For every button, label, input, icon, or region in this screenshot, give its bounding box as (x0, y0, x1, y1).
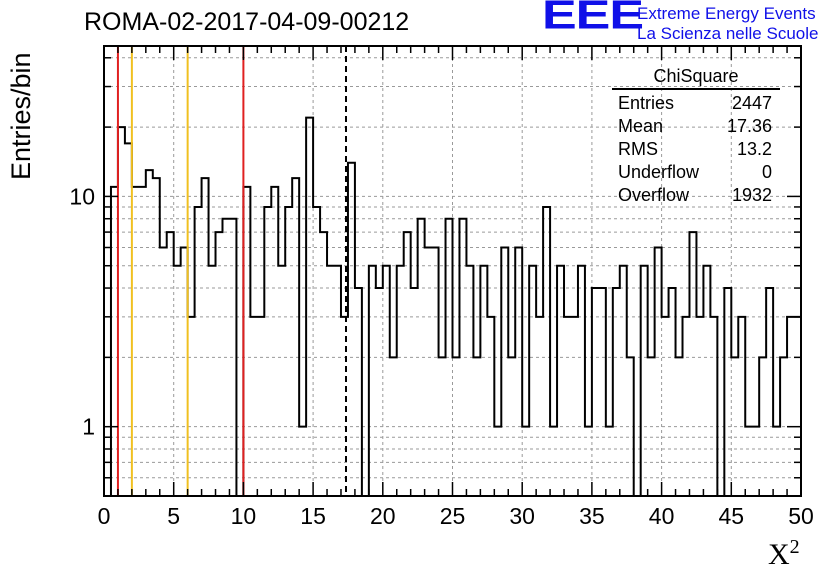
logo-line-1: Extreme Energy Events (637, 4, 816, 23)
x-tick-label: 40 (649, 503, 675, 529)
x-tick-label: 5 (167, 503, 180, 529)
stats-value: 17.36 (726, 116, 772, 136)
x-axis-label-sup: 2 (789, 536, 800, 558)
x-tick-label: 25 (440, 503, 466, 529)
x-tick-label: 45 (719, 503, 745, 529)
stats-row: RMS 13.2 (612, 138, 780, 161)
x-tick-label: 35 (579, 503, 605, 529)
eee-logo: EEE (542, 0, 644, 39)
x-axis-label-base: X (768, 538, 790, 571)
stats-title: ChiSquare (612, 66, 780, 90)
x-tick-label: 30 (509, 503, 535, 529)
stats-row: Overflow 1932 (612, 184, 780, 207)
stats-label: Entries (618, 93, 675, 113)
x-tick-label: 50 (788, 503, 814, 529)
stats-value: 1932 (731, 185, 772, 205)
x-axis-label: X2 (768, 536, 800, 572)
x-tick-label: 0 (98, 503, 111, 529)
y-tick-label: 10 (69, 183, 95, 209)
stats-row: Underflow 0 (612, 161, 780, 184)
logo-line-2: La Scienza nelle Scuole (637, 24, 819, 43)
y-axis-label: Entries/bin (6, 52, 36, 180)
x-tick-label: 20 (370, 503, 396, 529)
stats-label: RMS (618, 139, 658, 159)
stats-row: Entries 2447 (612, 92, 780, 115)
x-tick-label: 10 (231, 503, 257, 529)
run-title: ROMA-02-2017-04-09-00212 (84, 8, 410, 36)
stats-row: Mean 17.36 (612, 115, 780, 138)
stats-label: Underflow (618, 162, 700, 182)
stats-label: Mean (618, 116, 664, 136)
stats-label: Overflow (618, 185, 690, 205)
x-tick-label: 15 (300, 503, 326, 529)
stats-value: 2447 (731, 93, 772, 113)
y-tick-label: 1 (82, 414, 95, 440)
stats-value: 0 (761, 162, 772, 182)
histogram-series (104, 116, 801, 497)
stats-box: ChiSquare Entries 2447 Mean 17.36 RMS 13.2 … (612, 66, 780, 207)
stats-value: 13.2 (736, 139, 772, 159)
